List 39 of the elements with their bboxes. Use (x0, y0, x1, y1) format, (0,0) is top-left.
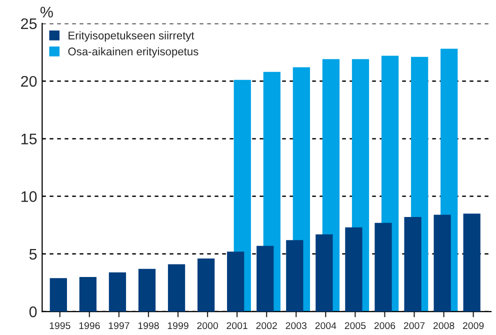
bar (316, 234, 333, 312)
bar (374, 222, 392, 312)
bar (227, 252, 244, 312)
y-tick-label: 25 (21, 18, 37, 30)
bar (168, 264, 186, 312)
bar (286, 240, 304, 312)
bar (79, 276, 96, 312)
y-tick-label: 0 (29, 306, 37, 318)
x-tick-label: 1997 (108, 322, 130, 330)
bar (345, 227, 362, 312)
y-tick-label: 20 (21, 76, 37, 87)
legend-label: Erityisopetukseen siirretyt (68, 31, 194, 42)
x-tick-label: 1996 (79, 322, 100, 330)
bar (50, 278, 67, 312)
x-tick-label: 2005 (344, 322, 366, 330)
bar (256, 246, 274, 312)
x-tick-label: 2004 (315, 322, 336, 330)
x-tick-label: 2007 (404, 322, 425, 330)
y-axis-title: % (40, 6, 53, 18)
bar (434, 214, 451, 312)
x-tick-label: 2001 (226, 322, 248, 330)
bar (108, 272, 126, 312)
x-tick-label: 1999 (168, 322, 188, 330)
bar (138, 268, 156, 312)
bar (197, 258, 215, 312)
x-tick-label: 2003 (286, 322, 307, 330)
y-tick-label: 5 (29, 248, 37, 260)
y-tick-label: 15 (21, 134, 37, 144)
x-tick-label: 2006 (374, 322, 396, 330)
legend-label: Osa-aikainen erityisopetus (68, 47, 198, 58)
y-tick-label: 10 (21, 191, 37, 202)
x-tick-label: 2002 (256, 322, 277, 330)
x-tick-label: 2000 (197, 322, 218, 330)
x-tick-label: 1998 (138, 322, 159, 330)
x-tick-label: 2009 (462, 322, 484, 330)
bar (463, 214, 480, 312)
x-tick-label: 1995 (50, 322, 70, 330)
bar (404, 217, 422, 312)
x-tick-label: 2008 (433, 322, 454, 330)
